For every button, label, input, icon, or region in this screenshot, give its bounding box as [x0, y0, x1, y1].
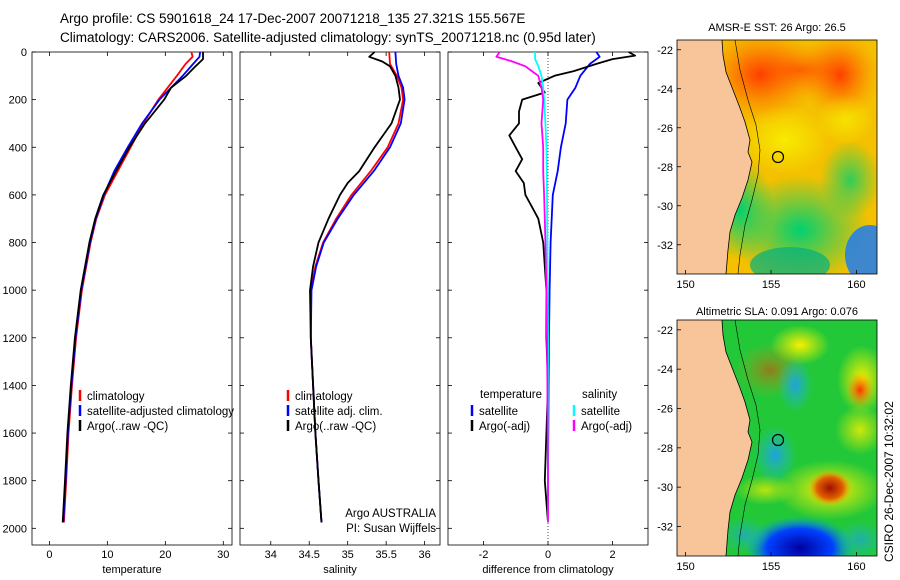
salinity-annotation-line2: PI: Susan Wijffels — [346, 523, 436, 535]
depth-tick-label: 400 — [9, 142, 27, 154]
difference-legend-temperature-heading: temperature — [480, 389, 542, 401]
sst-map-ytick-label: -22 — [657, 45, 673, 57]
depth-tick-label: 200 — [9, 95, 27, 107]
depth-tick-label: 1200 — [3, 333, 27, 345]
temperature-legend-label: satellite-adjusted climatology — [87, 406, 234, 418]
sst-map-xtick-label: 155 — [762, 279, 780, 291]
temperature-xlabel: temperature — [102, 564, 161, 576]
difference-xtick-label: 2 — [609, 549, 615, 561]
difference-series-temperature-satellite — [547, 51, 601, 523]
sst-map-xtick-label: 150 — [676, 279, 694, 291]
sla-map-xtick-label: 150 — [676, 561, 694, 573]
salinity-xtick-label: 34.5 — [299, 549, 320, 561]
sst-float-marker — [771, 150, 785, 164]
salinity-series-satellite-adj-clim- — [309, 51, 406, 523]
salinity-legend-label: satellite adj. clim. — [295, 406, 383, 418]
sla-float-marker — [771, 433, 785, 447]
sla-land-mass — [677, 320, 752, 556]
sla-map-panel: Altimetric SLA: 0.091 Argo: 0.076 150 155… — [657, 306, 878, 573]
temperature-xtick-label: 30 — [217, 549, 229, 561]
figure-title-line2: Climatology: CARS2006. Satellite-adjuste… — [60, 30, 596, 45]
sla-map-ytick-label: -30 — [657, 482, 673, 494]
sst-map-panel: AMSR-E SST: 26 Argo: 26.5 150 155 160 -22 -2… — [657, 22, 878, 291]
sla-map-ytick-label: -22 — [657, 325, 673, 337]
depth-tick-label: 1000 — [3, 285, 27, 297]
difference-xtick-label: 0 — [545, 549, 551, 561]
difference-xlabel: difference from climatology — [482, 564, 614, 576]
depth-tick-label: 1800 — [3, 476, 27, 488]
temperature-profile-panel: 0 10 20 30 temperature 0 200 400 600 800 1000 1200 1… — [3, 47, 235, 576]
sst-map-image — [677, 40, 877, 274]
salinity-annotation-line1: Argo AUSTRALIA — [345, 508, 436, 520]
salinity-series-climatology — [309, 51, 405, 523]
temperature-plot-frame — [31, 51, 233, 546]
difference-legend-label: Argo(-adj) — [581, 421, 632, 433]
difference-profile-panel: -2 0 2 difference from climatology temperatu… — [447, 51, 649, 576]
depth-tick-label: 1400 — [3, 380, 27, 392]
sla-depth-contour — [734, 320, 761, 556]
temperature-legend-label: climatology — [87, 391, 145, 403]
depth-tick-label: 0 — [21, 47, 27, 59]
temperature-legend-label: Argo(..raw -QC) — [87, 421, 168, 433]
sst-map-title: AMSR-E SST: 26 Argo: 26.5 — [708, 22, 846, 34]
salinity-xlabel: salinity — [323, 564, 357, 576]
sst-map-ytick-label: -30 — [657, 201, 673, 213]
sla-map-title: Altimetric SLA: 0.091 Argo: 0.076 — [696, 306, 858, 318]
figure-title-line1: Argo profile: CS 5901618_24 17-Dec-2007 … — [60, 11, 525, 26]
temperature-xtick-label: 10 — [101, 549, 113, 561]
sla-coastline — [721, 320, 753, 556]
sst-map-ytick-label: -32 — [657, 240, 673, 252]
sst-map-ytick-label: -24 — [657, 84, 673, 96]
sla-map-axes: 150 155 160 -22 -24 -26 -28 -30 -32 — [657, 325, 866, 573]
sst-map-ytick-label: -28 — [657, 162, 673, 174]
depth-tick-label: 600 — [9, 190, 27, 202]
sla-map-xtick-label: 155 — [762, 561, 780, 573]
difference-xtick-label: -2 — [479, 549, 489, 561]
difference-legend-salinity-heading: salinity — [582, 389, 617, 401]
sla-map-image — [677, 320, 877, 556]
difference-series-temperature-argo-adj- — [508, 51, 636, 523]
sst-map-axes: 150 155 160 -22 -24 -26 -28 -30 -32 — [657, 45, 866, 291]
difference-legend-label: satellite — [581, 406, 620, 418]
sla-map-ytick-label: -32 — [657, 522, 673, 534]
temperature-xtick-label: 0 — [46, 549, 52, 561]
sst-land-mass — [677, 40, 752, 274]
difference-legend-label: Argo(-adj) — [479, 421, 530, 433]
salinity-xtick-label: 34 — [265, 549, 277, 561]
depth-tick-label: 800 — [9, 238, 27, 250]
salinity-xtick-label: 36 — [418, 549, 430, 561]
sla-map-ytick-label: -26 — [657, 404, 673, 416]
salinity-legend-label: Argo(..raw -QC) — [295, 421, 376, 433]
depth-tick-label: 2000 — [3, 523, 27, 535]
temperature-series-argo-raw-qc- — [61, 52, 204, 523]
salinity-series-argo-raw-qc- — [309, 51, 401, 523]
salinity-profile-panel: 34 34.5 35 35.5 36 salinity climatology satelli… — [239, 51, 441, 576]
salinity-legend-label: climatology — [295, 391, 353, 403]
sst-map-xtick-label: 160 — [847, 279, 865, 291]
difference-legend-label: satellite — [479, 406, 518, 418]
salinity-xtick-label: 35.5 — [375, 549, 396, 561]
sla-map-xtick-label: 160 — [847, 561, 865, 573]
temperature-series-satellite-adjusted-climatology — [62, 51, 201, 523]
sla-map-ytick-label: -24 — [657, 364, 673, 376]
difference-series-salinity-argo-adj- — [495, 51, 549, 523]
sst-map-ytick-label: -26 — [657, 123, 673, 135]
sla-map-ytick-label: -28 — [657, 443, 673, 455]
salinity-plot-frame — [239, 51, 441, 546]
depth-tick-label: 1600 — [3, 428, 27, 440]
sst-coastline — [721, 40, 753, 274]
temperature-series-climatology — [63, 51, 194, 523]
sst-depth-contour — [734, 40, 761, 274]
watermark: CSIRO 26-Dec-2007 10:32:02 — [882, 401, 896, 562]
salinity-xtick-label: 35 — [342, 549, 354, 561]
temperature-xtick-label: 20 — [159, 549, 171, 561]
